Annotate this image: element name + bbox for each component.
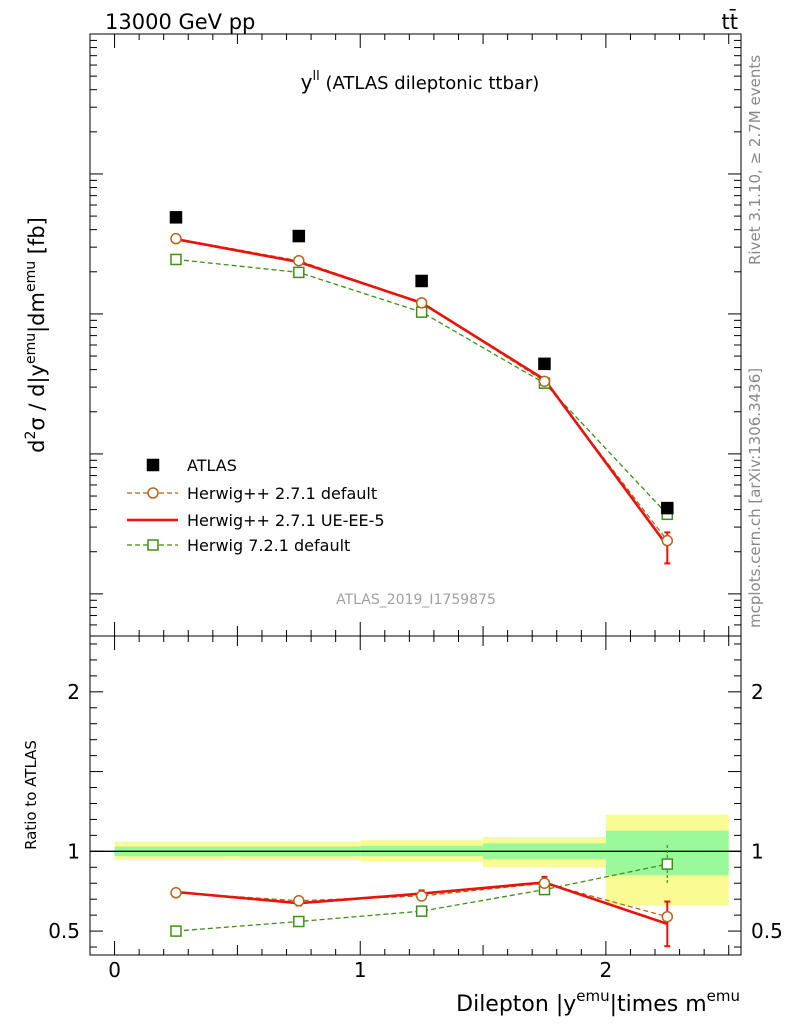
y-label-part: σ / d|y xyxy=(25,364,50,431)
legend: ATLAS Herwig++ 2.7.1 default Herwig++ 2.7.… xyxy=(127,456,385,555)
source-label: mcplots.cern.ch [arXiv:1306.3436] xyxy=(746,368,764,628)
ratio-y-axis-label: Ratio to ATLAS xyxy=(22,740,40,850)
ratio-frame xyxy=(89,635,742,956)
ratio-herwigpp-default-point xyxy=(170,887,182,899)
y-label-part: [fb] xyxy=(25,217,49,261)
ratio-y-tick-label-right: 1 xyxy=(751,839,764,863)
legend-atlas-marker xyxy=(146,458,160,472)
title-main: y xyxy=(301,70,313,94)
ratio-y-tick-label-right: 0.5 xyxy=(751,919,783,943)
herwigpp-default-point xyxy=(661,534,674,547)
herwig7-point xyxy=(170,253,182,266)
ratio-herwigpp-default-line xyxy=(175,882,668,918)
herwigpp-default-point xyxy=(538,375,551,388)
ratio-herwig7-point xyxy=(415,905,428,917)
ratio-herwigpp-default-point xyxy=(661,910,674,923)
y-label-sup: emu xyxy=(23,333,39,364)
legend-herwigpp-default-marker xyxy=(147,487,159,499)
energy-label: 13000 GeV pp xyxy=(105,10,255,34)
x-axis-label: Dilepton |yemu|times memu xyxy=(456,987,740,1017)
x-tick-label: 0 xyxy=(108,958,121,982)
chart-title: yll (ATLAS dileptonic ttbar) xyxy=(301,69,540,94)
atlas-data-point xyxy=(169,211,183,224)
ratio-herwig7-point xyxy=(170,925,182,937)
y-axis-label: d2σ / d|yemu|dmemu [fb] xyxy=(23,217,50,453)
y-label-sup: emu xyxy=(23,261,39,292)
y-label-part: |dm xyxy=(25,292,50,333)
herwig7-point xyxy=(293,266,305,279)
legend-herwig7-marker xyxy=(147,539,159,551)
x-label-sup: emu xyxy=(576,987,609,1005)
title-sup: ll xyxy=(313,69,320,84)
ratio-y-tick-label-left: 0.5 xyxy=(48,919,80,943)
herwigpp-default-point xyxy=(415,297,428,309)
main-panel: d2σ / d|yemu|dmemu [fb]yll (ATLAS dilept… xyxy=(23,33,742,637)
x-tick-label: 1 xyxy=(354,958,367,982)
herwigpp-default-point xyxy=(293,254,305,267)
ratio-herwigpp-default-point xyxy=(415,890,428,902)
herwigpp-default-point xyxy=(170,232,182,245)
atlas-data-point xyxy=(538,357,551,371)
rivet-label: Rivet 3.1.10, ≥ 2.7M events xyxy=(746,55,764,265)
title-rest: (ATLAS dileptonic ttbar) xyxy=(320,73,540,94)
x-tick-label: 2 xyxy=(600,958,613,982)
legend-label: Herwig 7.2.1 default xyxy=(187,536,350,555)
y-label-sup: 2 xyxy=(23,431,39,440)
ratio-herwig7-line xyxy=(175,863,668,932)
legend-label: Herwig++ 2.7.1 UE-EE-5 xyxy=(187,511,385,530)
process-label: tt̄ xyxy=(722,9,738,34)
ratio-herwigpp-default-point xyxy=(538,877,551,889)
ratio-y-tick-label-left: 2 xyxy=(67,680,80,704)
ratio-y-tick-label-left: 1 xyxy=(67,839,80,863)
x-label-sup: emu xyxy=(707,987,740,1005)
legend-label: Herwig++ 2.7.1 default xyxy=(187,484,377,503)
x-label-part: |times m xyxy=(610,992,707,1017)
x-label-part: Dilepton |y xyxy=(456,992,576,1017)
ratio-herwigpp-ueee5-line xyxy=(175,881,668,926)
atlas-data-point xyxy=(415,274,428,288)
atlas-data-point xyxy=(661,501,674,515)
herwig7-point xyxy=(415,306,428,318)
ratio-herwig7-point xyxy=(293,915,305,928)
ratio-herwigpp-default-point xyxy=(293,895,305,907)
y-label-part: d xyxy=(25,440,49,453)
ratio-y-tick-label-right: 2 xyxy=(751,680,764,704)
atlas-data-point xyxy=(292,229,306,243)
ratio-herwig7-point xyxy=(661,858,674,870)
analysis-label: ATLAS_2019_I1759875 xyxy=(336,592,496,608)
legend-label: ATLAS xyxy=(187,456,237,475)
